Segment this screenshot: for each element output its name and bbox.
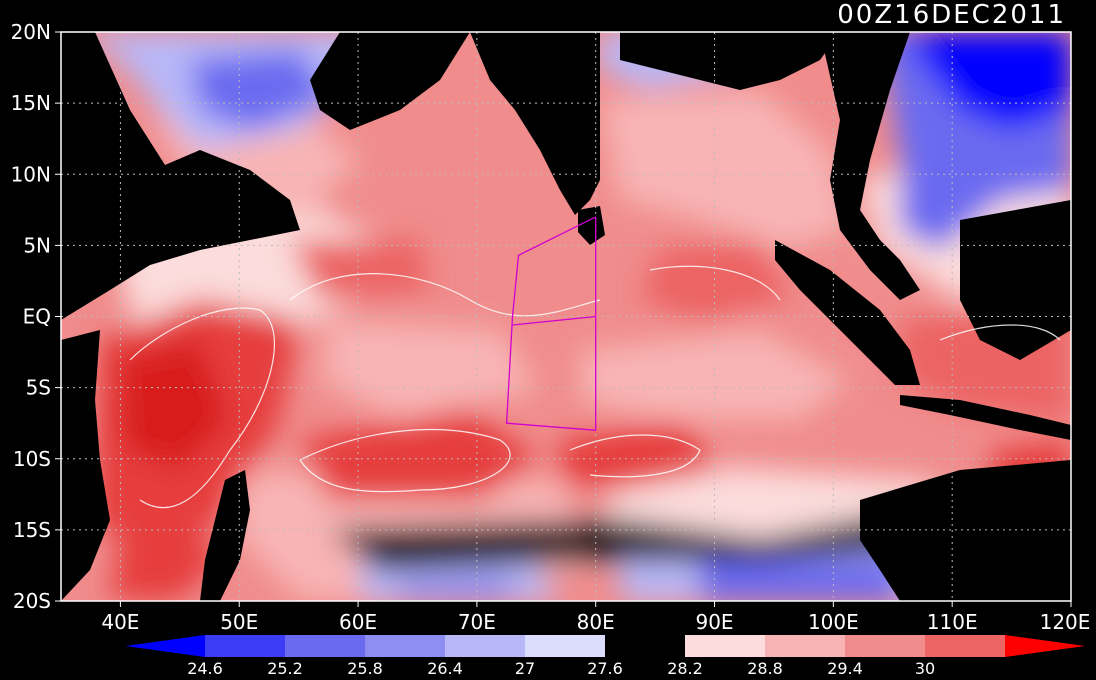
colorbar-segment <box>765 635 845 657</box>
colorbar-label: 26.4 <box>427 659 463 678</box>
lon-tick-label: 80E <box>577 610 615 634</box>
colorbar-segment <box>925 635 1005 657</box>
lon-tick-label: 70E <box>458 610 496 634</box>
colorbar-label: 30 <box>915 659 935 678</box>
colorbar-label: 24.6 <box>187 659 223 678</box>
colorbar-segment <box>365 635 445 657</box>
colorbar-max-arrow <box>1005 635 1085 657</box>
lon-tick-label: 110E <box>927 610 978 634</box>
lat-tick-label: 5N <box>23 233 51 257</box>
colorbar-label: 25.2 <box>267 659 303 678</box>
colorbar-min-arrow <box>125 635 205 657</box>
lat-tick-label: EQ <box>23 305 51 329</box>
lat-tick-label: 20S <box>13 589 51 613</box>
lat-lon-grid <box>61 32 1071 601</box>
colorbar-segment <box>285 635 365 657</box>
colorbar-label: 27 <box>515 659 535 678</box>
colorbar-segment <box>685 635 765 657</box>
sst-field <box>61 32 1071 601</box>
lon-tick-label: 120E <box>1040 610 1091 634</box>
lat-tick-label: 10S <box>13 447 51 471</box>
colorbar-segment <box>605 635 685 657</box>
lat-tick-label: 20N <box>11 20 51 44</box>
lon-tick-label: 90E <box>695 610 733 634</box>
lon-tick-label: 50E <box>220 610 258 634</box>
colorbar-segment <box>845 635 925 657</box>
colorbar: 24.6 25.2 25.8 26.4 27 27.6 28.2 28.8 29.4 30 <box>125 635 1085 678</box>
colorbar-label: 27.6 <box>587 659 623 678</box>
lon-tick-label: 60E <box>339 610 377 634</box>
lat-tick-label: 10N <box>11 162 51 186</box>
colorbar-label: 28.2 <box>667 659 703 678</box>
colorbar-segment <box>445 635 525 657</box>
lat-tick-label: 15N <box>11 91 51 115</box>
analysis-box-divider <box>512 315 596 326</box>
lon-tick-label: 100E <box>808 610 859 634</box>
lon-tick-label: 40E <box>101 610 139 634</box>
colorbar-label: 29.4 <box>827 659 863 678</box>
lat-tick-label: 5S <box>26 376 51 400</box>
lat-tick-label: 15S <box>13 518 51 542</box>
latitude-tick-labels: 20N 15N 10N 5N EQ 5S 10S 15S 20S <box>11 20 61 613</box>
longitude-tick-labels: 40E 50E 60E 70E 80E 90E 100E 110E 120E <box>101 601 1090 634</box>
colorbar-segment <box>205 635 285 657</box>
colorbar-label: 25.8 <box>347 659 383 678</box>
isotherm-contours <box>129 265 1061 509</box>
colorbar-label: 28.8 <box>747 659 783 678</box>
colorbar-segment <box>525 635 605 657</box>
analysis-box-outline <box>505 216 597 432</box>
valid-time-title: 00Z16DEC2011 <box>837 0 1066 30</box>
